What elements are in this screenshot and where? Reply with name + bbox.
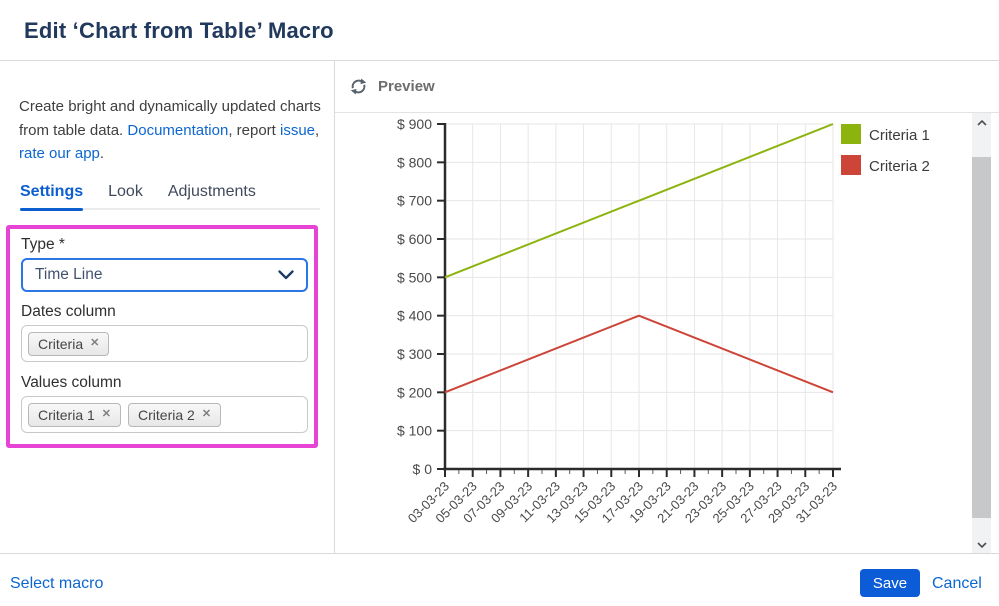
svg-text:Criteria 2: Criteria 2 bbox=[869, 158, 930, 175]
preview-title: Preview bbox=[378, 78, 435, 95]
svg-text:Criteria 1: Criteria 1 bbox=[869, 127, 930, 144]
documentation-link[interactable]: Documentation bbox=[127, 121, 229, 139]
tag-label: Criteria 1 bbox=[38, 406, 95, 423]
macro-description: Create bright and dynamically updated ch… bbox=[19, 95, 321, 166]
save-button[interactable]: Save bbox=[860, 569, 920, 597]
dates-column-label: Dates column bbox=[21, 303, 116, 320]
report-issue-link[interactable]: issue bbox=[280, 121, 316, 139]
chevron-down-icon bbox=[278, 270, 294, 280]
tag-criteria-1: Criteria 1 ✕ bbox=[28, 402, 122, 427]
select-macro-link[interactable]: Select macro bbox=[10, 575, 104, 592]
tag-label: Criteria bbox=[38, 335, 84, 352]
scrollbar-thumb[interactable] bbox=[972, 157, 991, 518]
settings-tab-bar: Settings Look Adjustments bbox=[20, 183, 320, 211]
scroll-up-icon[interactable] bbox=[972, 115, 991, 130]
tab-look[interactable]: Look bbox=[108, 183, 143, 200]
svg-text:$ 600: $ 600 bbox=[397, 231, 432, 247]
description-text: Create bright and dynamically updated ch… bbox=[19, 98, 321, 139]
svg-text:$ 700: $ 700 bbox=[397, 193, 432, 209]
tag-criteria: Criteria ✕ bbox=[28, 331, 110, 356]
rate-app-link[interactable]: rate our app bbox=[19, 145, 100, 162]
header-divider bbox=[0, 60, 999, 61]
svg-text:$ 100: $ 100 bbox=[397, 423, 432, 439]
svg-text:$ 200: $ 200 bbox=[397, 384, 432, 400]
chart-type-value: Time Line bbox=[35, 266, 103, 283]
values-column-label: Values column bbox=[21, 374, 122, 391]
tab-settings[interactable]: Settings bbox=[20, 183, 84, 211]
chart-preview: $ 0 $ 100 $ 200 $ 300 $ 400 $ 500 $ 600 $ 700 $ … bbox=[335, 113, 971, 553]
refresh-icon[interactable] bbox=[348, 77, 368, 97]
description-text: , bbox=[315, 121, 320, 139]
panel-divider bbox=[334, 61, 335, 553]
svg-text:$ 0: $ 0 bbox=[413, 461, 433, 477]
svg-text:$ 300: $ 300 bbox=[397, 346, 432, 362]
type-label: Type * bbox=[21, 236, 65, 253]
remove-tag-icon[interactable]: ✕ bbox=[90, 337, 100, 349]
remove-tag-icon[interactable]: ✕ bbox=[101, 408, 112, 420]
tag-criteria-2: Criteria 2 ✕ bbox=[128, 402, 222, 427]
svg-text:$ 800: $ 800 bbox=[397, 154, 432, 170]
page-title: Edit ‘Chart from Table’ Macro bbox=[24, 18, 334, 43]
cancel-link[interactable]: Cancel bbox=[932, 575, 982, 592]
chart-type-select[interactable]: Time Line bbox=[21, 258, 308, 292]
values-column-field[interactable]: Criteria 1 ✕ Criteria 2 ✕ bbox=[21, 396, 308, 433]
svg-text:$ 500: $ 500 bbox=[397, 269, 432, 285]
svg-text:$ 400: $ 400 bbox=[397, 308, 432, 324]
footer-divider bbox=[0, 553, 999, 554]
tag-label: Criteria 2 bbox=[138, 406, 195, 423]
tab-adjustments[interactable]: Adjustments bbox=[167, 183, 256, 200]
preview-scrollbar[interactable] bbox=[972, 113, 991, 553]
remove-tag-icon[interactable]: ✕ bbox=[201, 408, 212, 420]
scroll-down-icon[interactable] bbox=[972, 537, 991, 552]
preview-header: Preview bbox=[335, 61, 999, 113]
dates-column-field[interactable]: Criteria ✕ bbox=[21, 325, 308, 362]
description-text: , report bbox=[228, 121, 280, 139]
svg-text:$ 900: $ 900 bbox=[397, 116, 432, 132]
timeline-chart: $ 0 $ 100 $ 200 $ 300 $ 400 $ 500 $ 600 $ 700 $ … bbox=[397, 116, 930, 526]
description-text: . bbox=[99, 145, 105, 162]
